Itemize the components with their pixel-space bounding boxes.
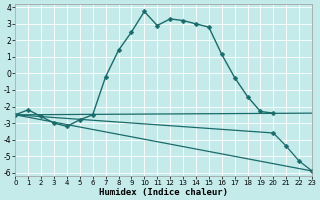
X-axis label: Humidex (Indice chaleur): Humidex (Indice chaleur) — [99, 188, 228, 197]
